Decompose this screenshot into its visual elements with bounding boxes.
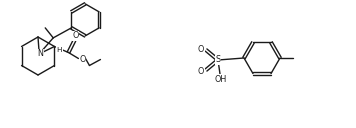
Text: O: O xyxy=(72,31,79,40)
Text: OH: OH xyxy=(215,74,227,83)
Text: O: O xyxy=(79,55,86,63)
Text: N: N xyxy=(37,49,43,58)
Text: O: O xyxy=(198,45,204,54)
Text: S: S xyxy=(215,56,221,65)
Text: O: O xyxy=(198,67,204,76)
Text: H: H xyxy=(57,46,62,52)
